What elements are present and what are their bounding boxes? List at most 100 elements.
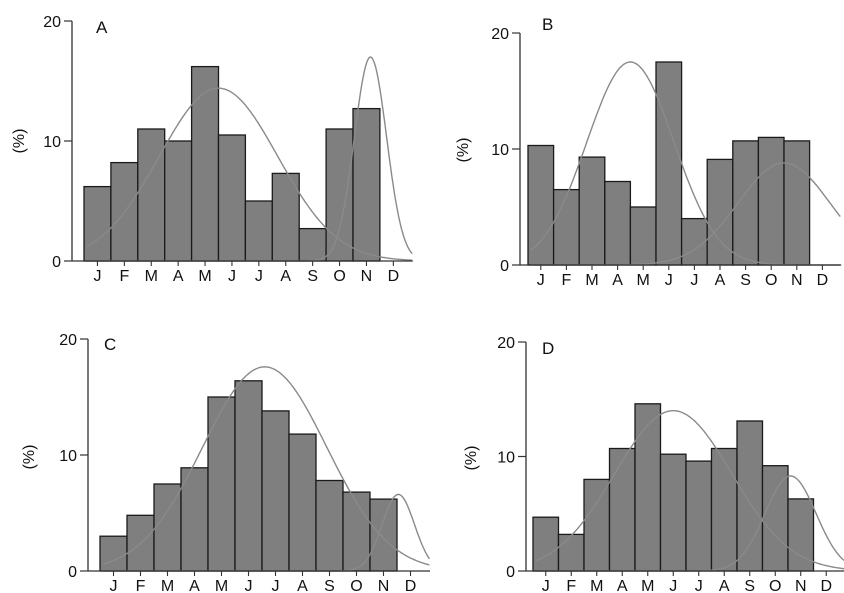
bar xyxy=(190,65,220,262)
x-tick-label: S xyxy=(307,268,318,285)
bar xyxy=(659,453,687,572)
x-tick-label: A xyxy=(617,578,628,593)
fit-curve xyxy=(86,87,413,261)
bar xyxy=(217,134,247,262)
x-tick-label: D xyxy=(388,268,400,285)
bar xyxy=(532,516,560,572)
x-tick-label: M xyxy=(641,578,654,593)
y-tick-label: 10 xyxy=(491,142,509,159)
bar xyxy=(710,447,738,572)
bar xyxy=(634,403,662,572)
bar xyxy=(685,460,713,572)
bar xyxy=(680,217,708,266)
x-tick-label: A xyxy=(280,268,291,285)
bar xyxy=(629,206,657,266)
panel-label: D xyxy=(542,339,554,358)
bar xyxy=(583,478,611,572)
x-tick-label: D xyxy=(820,578,832,593)
x-tick-label: M xyxy=(637,272,650,289)
x-tick-label: M xyxy=(215,578,228,593)
x-tick-label: S xyxy=(740,272,751,289)
bar xyxy=(369,498,398,572)
bar xyxy=(352,107,381,262)
bar xyxy=(234,380,263,572)
y-tick-label: 0 xyxy=(52,254,61,271)
x-tick-label: A xyxy=(297,578,308,593)
x-tick-label: J xyxy=(110,578,118,593)
bar xyxy=(180,467,209,572)
x-tick-label: N xyxy=(378,578,390,593)
x-tick-label: A xyxy=(173,268,184,285)
bar xyxy=(137,128,166,262)
fit-curve xyxy=(535,410,844,570)
bar xyxy=(578,156,606,266)
x-tick-label: A xyxy=(715,272,726,289)
x-tick-label: A xyxy=(612,272,623,289)
y-axis-label: (%) xyxy=(21,445,38,470)
panel-label: C xyxy=(104,335,116,354)
x-tick-label: J xyxy=(245,578,253,593)
x-tick-label: J xyxy=(690,272,698,289)
x-tick-label: M xyxy=(198,268,211,285)
x-tick-label: J xyxy=(542,578,550,593)
bar xyxy=(99,535,128,572)
bar xyxy=(552,188,580,266)
x-tick-label: J xyxy=(255,268,263,285)
bar xyxy=(608,447,636,572)
y-tick-label: 10 xyxy=(497,450,515,467)
bar xyxy=(298,227,327,262)
y-tick-label: 10 xyxy=(59,448,77,465)
y-tick-label: 0 xyxy=(500,258,509,275)
y-tick-label: 20 xyxy=(43,14,61,31)
bar xyxy=(271,172,300,262)
y-tick-label: 0 xyxy=(68,564,77,581)
bar xyxy=(706,158,734,266)
x-tick-label: N xyxy=(791,272,803,289)
y-axis-label: (%) xyxy=(455,138,472,163)
x-tick-label: J xyxy=(272,578,280,593)
bar xyxy=(604,180,632,266)
x-tick-label: N xyxy=(361,268,373,285)
y-tick-label: 10 xyxy=(43,134,61,151)
y-axis-label: (%) xyxy=(463,446,480,471)
x-tick-label: M xyxy=(590,578,603,593)
bar xyxy=(783,140,811,266)
bar xyxy=(736,420,764,572)
x-tick-label: J xyxy=(695,578,703,593)
bar xyxy=(787,498,815,572)
x-tick-label: S xyxy=(744,578,755,593)
x-tick-label: D xyxy=(405,578,417,593)
x-tick-label: A xyxy=(189,578,200,593)
bar xyxy=(288,433,317,572)
bar xyxy=(325,128,354,262)
x-tick-label: M xyxy=(161,578,174,593)
y-tick-label: 20 xyxy=(491,26,509,43)
x-tick-label: A xyxy=(719,578,730,593)
x-tick-label: F xyxy=(566,578,576,593)
x-tick-label: D xyxy=(817,272,829,289)
x-tick-label: J xyxy=(665,272,673,289)
bar xyxy=(83,185,112,262)
bar xyxy=(732,140,760,266)
panel-label: B xyxy=(542,15,553,34)
x-tick-label: F xyxy=(136,578,146,593)
x-tick-label: J xyxy=(669,578,677,593)
x-tick-label: F xyxy=(119,268,129,285)
bar xyxy=(761,465,789,572)
bar xyxy=(315,479,344,572)
x-tick-label: O xyxy=(333,268,345,285)
bar xyxy=(527,144,555,266)
bar xyxy=(164,140,193,262)
x-tick-label: F xyxy=(562,272,572,289)
x-tick-label: J xyxy=(228,268,236,285)
bar xyxy=(757,136,785,266)
bar xyxy=(557,533,585,572)
x-tick-label: O xyxy=(350,578,362,593)
x-tick-label: M xyxy=(585,272,598,289)
bar xyxy=(244,200,273,262)
bar xyxy=(655,61,683,266)
y-tick-label: 0 xyxy=(506,564,515,581)
